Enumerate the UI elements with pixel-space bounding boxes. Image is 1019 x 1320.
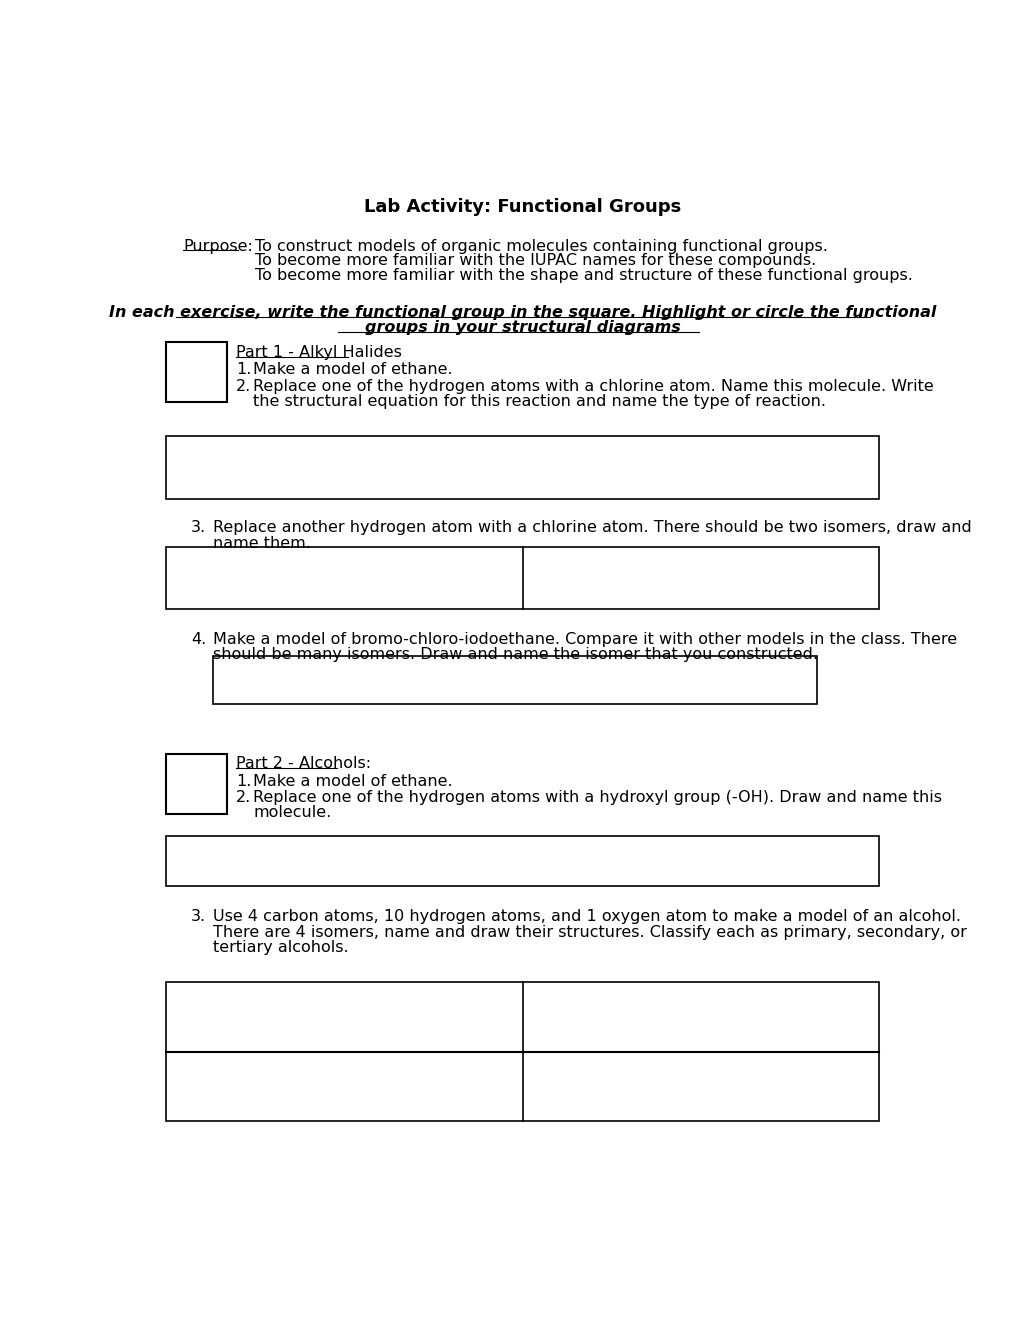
Text: Make a model of ethane.: Make a model of ethane. [253,363,452,378]
Text: 3.: 3. [191,909,206,924]
Text: Lab Activity: Functional Groups: Lab Activity: Functional Groups [364,198,681,216]
Text: Part 1 - Alkyl Halides: Part 1 - Alkyl Halides [235,345,401,360]
Text: should be many isomers. Draw and name the isomer that you constructed.: should be many isomers. Draw and name th… [213,647,817,663]
Text: Make a model of bromo-chloro-iodoethane. Compare it with other models in the cla: Make a model of bromo-chloro-iodoethane.… [213,632,956,647]
Text: 1.: 1. [235,774,251,788]
Text: 2.: 2. [235,789,251,805]
Bar [166,548,878,609]
Text: 3.: 3. [191,520,206,536]
Text: molecule.: molecule. [253,805,331,820]
Bar [166,342,226,403]
Bar [166,982,878,1121]
Text: In each exercise, write the functional group in the square. Highlight or circle : In each exercise, write the functional g… [109,305,935,319]
Text: To construct models of organic molecules containing functional groups.: To construct models of organic molecules… [255,239,827,255]
Text: Replace another hydrogen atom with a chlorine atom. There should be two isomers,: Replace another hydrogen atom with a chl… [213,520,970,536]
Text: There are 4 isomers, name and draw their structures. Classify each as primary, s: There are 4 isomers, name and draw their… [213,924,966,940]
Bar [213,656,816,704]
Text: the structural equation for this reaction and name the type of reaction.: the structural equation for this reactio… [253,395,825,409]
Text: Replace one of the hydrogen atoms with a hydroxyl group (-OH). Draw and name thi: Replace one of the hydrogen atoms with a… [253,789,942,805]
Text: 4.: 4. [191,632,206,647]
Text: 2.: 2. [235,379,251,393]
Text: 1.: 1. [235,363,251,378]
Text: To become more familiar with the IUPAC names for these compounds.: To become more familiar with the IUPAC n… [255,253,816,268]
Text: tertiary alcohols.: tertiary alcohols. [213,940,348,954]
Text: Make a model of ethane.: Make a model of ethane. [253,774,452,788]
Bar [166,755,226,814]
Text: Purpose:: Purpose: [183,239,253,255]
Bar [166,436,878,499]
Bar [166,836,878,886]
Text: Use 4 carbon atoms, 10 hydrogen atoms, and 1 oxygen atom to make a model of an a: Use 4 carbon atoms, 10 hydrogen atoms, a… [213,909,960,924]
Text: Replace one of the hydrogen atoms with a chlorine atom. Name this molecule. Writ: Replace one of the hydrogen atoms with a… [253,379,932,393]
Text: groups in your structural diagrams: groups in your structural diagrams [365,321,680,335]
Text: name them.: name them. [213,536,311,550]
Text: Part 2 - Alcohols:: Part 2 - Alcohols: [235,756,371,771]
Text: To become more familiar with the shape and structure of these functional groups.: To become more familiar with the shape a… [255,268,912,282]
